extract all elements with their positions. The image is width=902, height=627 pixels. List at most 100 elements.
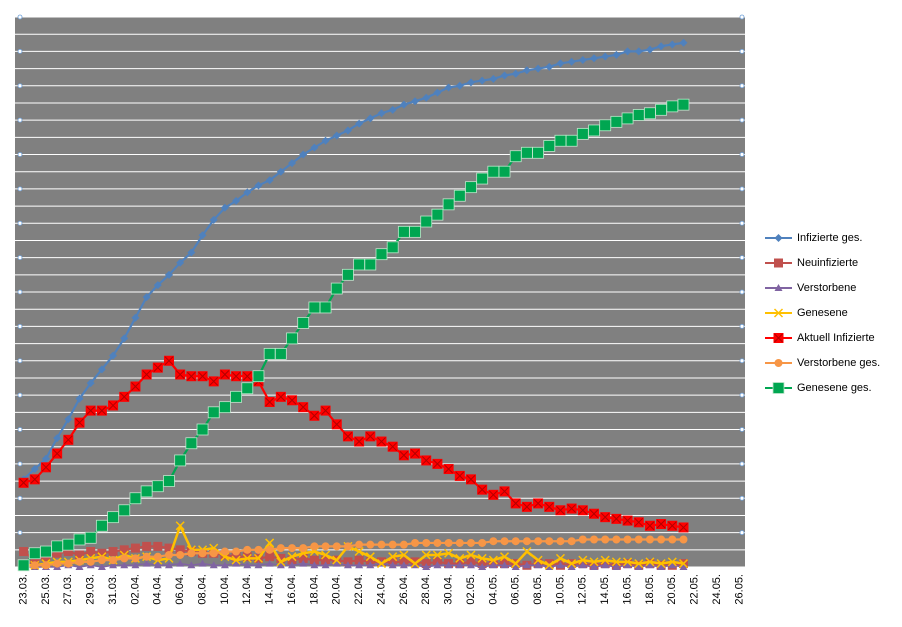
data-point bbox=[18, 477, 29, 488]
x-tick-label: 06.04. bbox=[174, 574, 186, 605]
data-point bbox=[477, 553, 487, 563]
x-tick-label: 26.05. bbox=[733, 574, 745, 605]
data-point bbox=[388, 540, 397, 549]
data-point bbox=[219, 401, 231, 414]
data-point bbox=[679, 563, 688, 570]
data-point bbox=[97, 563, 106, 570]
data-point bbox=[130, 381, 141, 392]
x-tick-label: 14.04. bbox=[264, 574, 276, 605]
marker-cross bbox=[578, 505, 588, 515]
data-point bbox=[365, 552, 375, 562]
data-point bbox=[310, 143, 319, 152]
data-point bbox=[421, 455, 432, 466]
data-point bbox=[621, 112, 634, 125]
data-point bbox=[131, 561, 140, 569]
data-point bbox=[243, 545, 252, 554]
data-point bbox=[466, 561, 475, 569]
data-point bbox=[364, 258, 377, 271]
data-point bbox=[330, 282, 343, 295]
data-point bbox=[657, 563, 666, 570]
x-tick-label: 25.03. bbox=[40, 574, 52, 605]
y-tick-mark bbox=[17, 186, 23, 192]
x-tick-label: 02.04. bbox=[129, 574, 141, 605]
data-point bbox=[332, 555, 342, 565]
data-point bbox=[308, 301, 321, 314]
legend-label: Genesene bbox=[797, 307, 848, 319]
marker-cross bbox=[623, 516, 632, 525]
data-point bbox=[75, 557, 84, 566]
data-point bbox=[163, 475, 175, 487]
data-point bbox=[388, 552, 398, 562]
data-point bbox=[265, 176, 274, 185]
data-point bbox=[667, 557, 677, 567]
data-point bbox=[623, 535, 632, 544]
data-point bbox=[276, 561, 285, 569]
data-point bbox=[655, 103, 668, 116]
marker-cross bbox=[41, 462, 51, 472]
data-point bbox=[185, 437, 198, 450]
data-point bbox=[443, 464, 454, 475]
data-point bbox=[153, 281, 162, 290]
y2-tick-mark bbox=[739, 83, 745, 89]
marker-cross bbox=[774, 333, 783, 343]
data-point bbox=[321, 555, 331, 565]
data-point bbox=[353, 258, 366, 271]
data-point bbox=[478, 76, 487, 85]
data-point bbox=[388, 105, 397, 114]
marker-cross bbox=[410, 449, 420, 458]
x-tick-label: 12.04. bbox=[241, 574, 253, 605]
data-point bbox=[298, 402, 309, 413]
data-point bbox=[231, 371, 242, 382]
marker-cross bbox=[466, 474, 476, 484]
data-point bbox=[120, 334, 129, 343]
data-point bbox=[455, 538, 464, 547]
data-point bbox=[444, 538, 453, 547]
data-point bbox=[511, 69, 520, 78]
y2-tick-mark bbox=[739, 152, 745, 157]
y2-tick-mark bbox=[739, 14, 745, 20]
data-point bbox=[454, 470, 465, 481]
data-point bbox=[645, 535, 654, 544]
data-point bbox=[578, 55, 587, 64]
data-point bbox=[30, 561, 39, 570]
marker-cross bbox=[377, 437, 386, 446]
x-tick-label: 24.04. bbox=[375, 574, 387, 605]
data-point bbox=[421, 550, 431, 560]
data-point bbox=[386, 241, 399, 254]
y2-tick-mark bbox=[739, 220, 745, 226]
data-point bbox=[310, 561, 319, 569]
data-point bbox=[252, 370, 265, 383]
data-point bbox=[612, 563, 621, 570]
data-point bbox=[299, 150, 308, 159]
y-tick-mark bbox=[17, 495, 23, 501]
data-point bbox=[176, 550, 185, 559]
data-point bbox=[567, 559, 577, 569]
data-point bbox=[53, 434, 62, 443]
data-point bbox=[263, 347, 276, 360]
data-point bbox=[30, 555, 40, 565]
marker-cross bbox=[343, 432, 353, 441]
marker-cross bbox=[242, 371, 252, 381]
data-point bbox=[276, 557, 286, 567]
data-point bbox=[51, 540, 64, 553]
data-point bbox=[342, 431, 353, 442]
data-point bbox=[645, 561, 654, 569]
data-point bbox=[97, 365, 106, 374]
data-point bbox=[476, 172, 489, 185]
legend-label: Verstorbene ges. bbox=[797, 357, 880, 369]
data-point bbox=[634, 563, 643, 570]
data-point bbox=[500, 552, 510, 562]
data-point bbox=[343, 542, 352, 551]
data-point bbox=[287, 395, 298, 406]
data-point bbox=[28, 547, 41, 560]
data-point bbox=[164, 543, 174, 553]
data-point bbox=[53, 559, 62, 568]
data-point bbox=[365, 431, 376, 442]
marker-cross bbox=[365, 432, 375, 441]
data-point bbox=[411, 97, 420, 106]
data-point bbox=[120, 561, 129, 569]
data-point bbox=[230, 390, 243, 403]
x-tick-label: 20.05. bbox=[666, 574, 678, 605]
data-point bbox=[298, 553, 308, 563]
data-point bbox=[107, 511, 119, 524]
